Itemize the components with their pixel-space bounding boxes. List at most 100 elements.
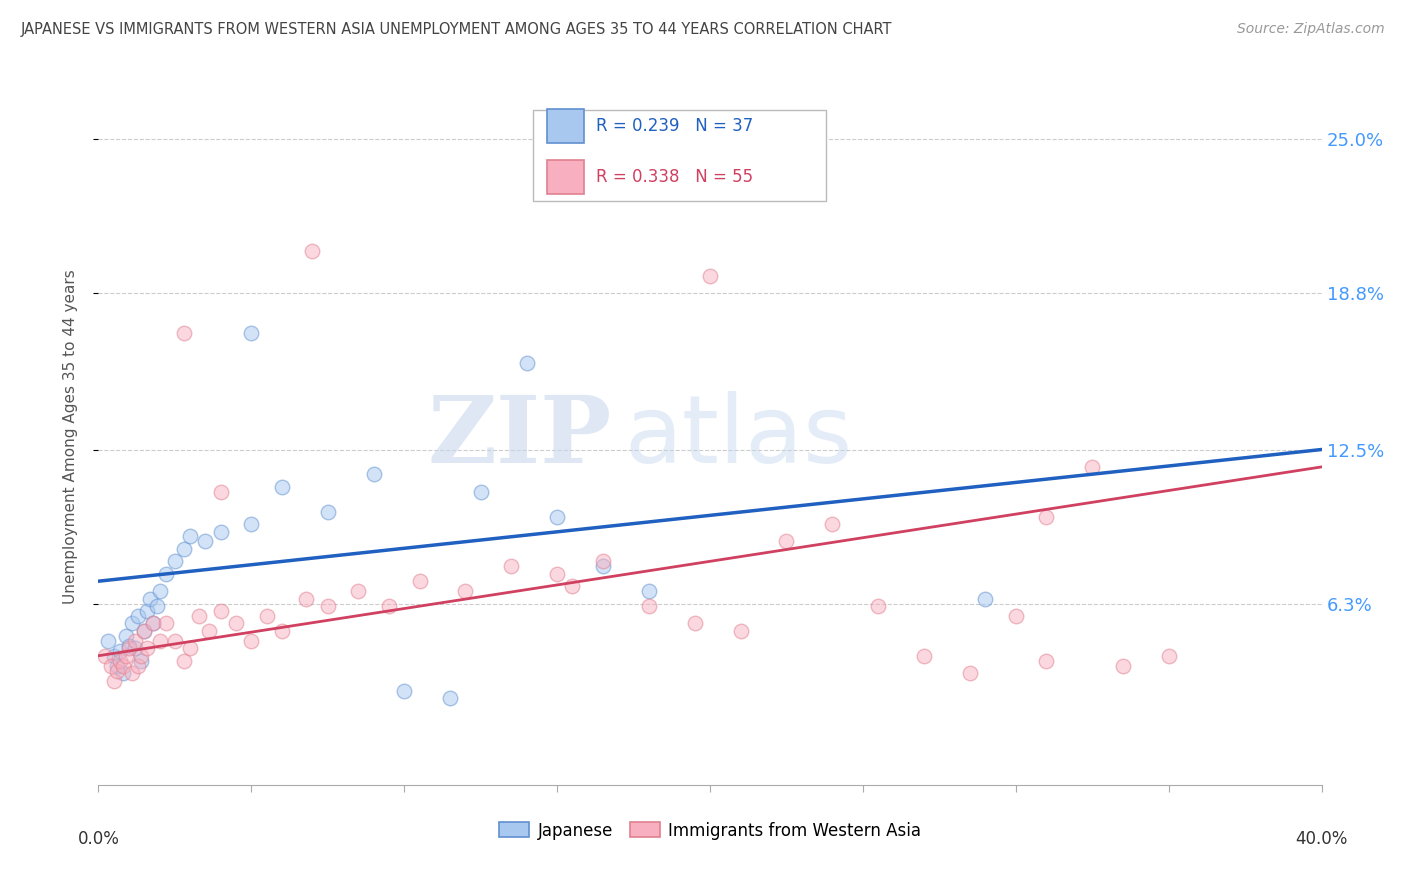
Point	[270, 624, 292, 638]
Point	[408, 574, 430, 589]
Point	[136, 641, 159, 656]
Point	[225, 616, 247, 631]
Point	[546, 509, 568, 524]
Point	[163, 554, 186, 568]
Point	[546, 566, 568, 581]
Point	[470, 484, 492, 499]
Text: ZIP: ZIP	[427, 392, 612, 482]
Text: 0.0%: 0.0%	[77, 830, 120, 848]
Point	[295, 591, 318, 606]
Text: 40.0%: 40.0%	[1295, 830, 1348, 848]
Point	[316, 505, 339, 519]
Point	[173, 541, 195, 556]
Point	[821, 516, 844, 531]
Point	[1035, 509, 1057, 524]
Bar	[547, 110, 583, 143]
Point	[347, 584, 370, 599]
Point	[209, 484, 232, 499]
Point	[683, 616, 706, 631]
Text: atlas: atlas	[624, 391, 852, 483]
Point	[974, 591, 997, 606]
Point	[124, 641, 146, 656]
Point	[142, 616, 165, 631]
Point	[240, 326, 263, 340]
Point	[115, 629, 138, 643]
Point	[145, 599, 167, 613]
Point	[209, 524, 232, 539]
Point	[194, 534, 217, 549]
Point	[115, 648, 138, 663]
Point	[118, 641, 141, 656]
Point	[912, 648, 935, 663]
Point	[501, 559, 523, 574]
Point	[139, 591, 162, 606]
Point	[270, 480, 292, 494]
Point	[745, 181, 768, 195]
Text: JAPANESE VS IMMIGRANTS FROM WESTERN ASIA UNEMPLOYMENT AMONG AGES 35 TO 44 YEARS : JAPANESE VS IMMIGRANTS FROM WESTERN ASIA…	[21, 22, 893, 37]
Point	[392, 683, 416, 698]
Point	[129, 654, 152, 668]
Point	[301, 244, 323, 258]
Point	[127, 658, 149, 673]
Point	[134, 624, 156, 638]
Point	[179, 641, 201, 656]
Point	[108, 644, 131, 658]
Point	[93, 648, 115, 663]
Point	[256, 609, 278, 624]
Point	[775, 534, 797, 549]
Point	[127, 609, 149, 624]
Point	[111, 658, 134, 673]
Point	[173, 326, 195, 340]
Point	[454, 584, 477, 599]
Point	[134, 624, 156, 638]
Point	[149, 633, 172, 648]
Point	[173, 654, 195, 668]
Point	[868, 599, 890, 613]
Point	[103, 673, 125, 688]
Point	[730, 624, 752, 638]
Point	[1081, 459, 1104, 474]
Point	[105, 658, 128, 673]
Point	[378, 599, 401, 613]
Point	[100, 658, 122, 673]
Point	[105, 664, 128, 678]
Point	[121, 616, 143, 631]
Y-axis label: Unemployment Among Ages 35 to 44 years: Unemployment Among Ages 35 to 44 years	[63, 269, 77, 605]
Point	[959, 666, 981, 681]
Point	[121, 666, 143, 681]
Bar	[547, 161, 583, 194]
Point	[439, 690, 461, 705]
FancyBboxPatch shape	[533, 110, 827, 201]
Point	[363, 467, 385, 482]
Point	[124, 633, 146, 648]
Point	[637, 599, 661, 613]
Point	[142, 616, 165, 631]
Point	[561, 579, 583, 593]
Point	[240, 516, 263, 531]
Point	[179, 529, 201, 543]
Point	[1157, 648, 1180, 663]
Point	[155, 566, 177, 581]
Point	[97, 633, 120, 648]
Point	[516, 355, 538, 369]
Point	[108, 654, 131, 668]
Text: R = 0.338   N = 55: R = 0.338 N = 55	[596, 168, 754, 186]
Point	[1035, 654, 1057, 668]
Point	[197, 624, 219, 638]
Point	[637, 584, 661, 599]
Point	[316, 599, 339, 613]
Point	[1112, 658, 1135, 673]
Text: Source: ZipAtlas.com: Source: ZipAtlas.com	[1237, 22, 1385, 37]
Point	[149, 584, 172, 599]
Point	[699, 268, 721, 283]
Point	[155, 616, 177, 631]
Point	[118, 639, 141, 653]
Point	[188, 609, 211, 624]
Text: R = 0.239   N = 37: R = 0.239 N = 37	[596, 117, 754, 135]
Point	[163, 633, 186, 648]
Point	[136, 604, 159, 618]
Point	[103, 648, 125, 663]
Point	[240, 633, 263, 648]
Point	[129, 648, 152, 663]
Legend: Japanese, Immigrants from Western Asia: Japanese, Immigrants from Western Asia	[492, 815, 928, 847]
